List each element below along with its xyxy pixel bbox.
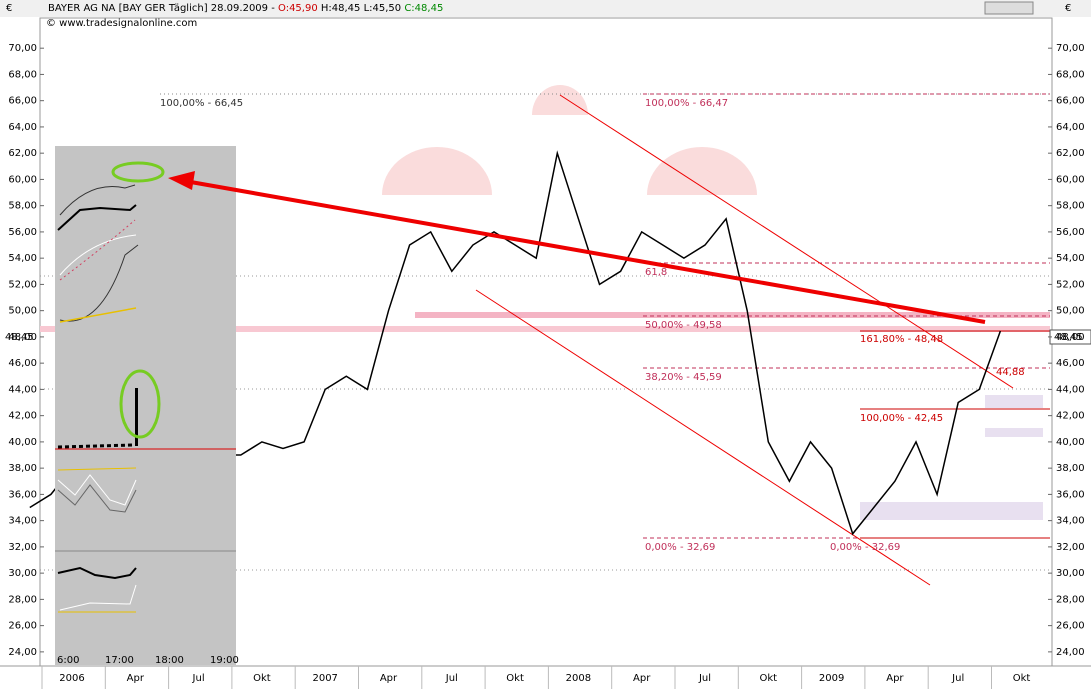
x-tick-label: 2008	[566, 673, 591, 684]
y-tick-label-right: 62,00	[1056, 148, 1085, 159]
y-tick-label-right: 70,00	[1056, 43, 1085, 54]
y-tick-label: 44,00	[8, 384, 37, 395]
y-tick-label-right: 44,00	[1056, 384, 1085, 395]
y-tick-label-right: 54,00	[1056, 253, 1085, 264]
title-part: C:48,45	[404, 3, 443, 14]
title-part: O:45,90	[278, 3, 318, 14]
annotation: 100,00% - 66,45	[160, 98, 243, 109]
header-bar	[0, 0, 1091, 17]
overlay-time: 6:00	[57, 655, 79, 666]
x-tick-label: Jul	[951, 673, 964, 684]
y-tick-label: 46,00	[8, 358, 37, 369]
y-tick-label-right: 58,00	[1056, 201, 1085, 212]
y-tick-label-right: 24,00	[1056, 647, 1085, 658]
x-tick-label: 2006	[59, 673, 84, 684]
y-tick-label: 30,00	[8, 568, 37, 579]
overlay-time: 17:00	[105, 655, 134, 666]
x-tick-label: Jul	[445, 673, 458, 684]
y-tick-label: 70,00	[8, 43, 37, 54]
title-part: BAYER AG NA [BAY GER Täglich] 28.09.2009…	[48, 3, 278, 14]
y-tick-label: 54,00	[8, 253, 37, 264]
annotation: 50,00% - 49,58	[645, 320, 722, 331]
x-tick-label: Jul	[698, 673, 711, 684]
y-tick-label: 52,00	[8, 279, 37, 290]
y-tick-label: 38,00	[8, 463, 37, 474]
y-tick-label-right: 42,00	[1056, 411, 1085, 422]
window-buttons[interactable]	[984, 1, 1034, 15]
y-tick-label: 24,00	[8, 647, 37, 658]
y-tick-label: 68,00	[8, 69, 37, 80]
x-tick-label: 2007	[312, 673, 337, 684]
annotation: 61,8	[645, 267, 667, 278]
annotation: 100,00% - 66,47	[645, 98, 728, 109]
y-tick-label-right: 26,00	[1056, 621, 1085, 632]
y-tick-label: 50,00	[8, 306, 37, 317]
y-tick-label-right: 46,00	[1056, 358, 1085, 369]
y-tick-label-right: 28,00	[1056, 594, 1085, 605]
y-tick-label: 32,00	[8, 542, 37, 553]
y-tick-label: 40,00	[8, 437, 37, 448]
y-tick-label: 66,00	[8, 96, 37, 107]
annotation: 0,00% - 32,69	[645, 542, 715, 553]
y-tick-label: 28,00	[8, 594, 37, 605]
currency: €	[6, 3, 12, 14]
annotation: 161,80% - 48,48	[860, 334, 943, 345]
x-tick-label: Jul	[192, 673, 205, 684]
y-tick-label: 48,00	[8, 332, 37, 343]
y-tick-label-right: 30,00	[1056, 568, 1085, 579]
y-tick-label: 26,00	[8, 621, 37, 632]
chart-title: BAYER AG NA [BAY GER Täglich] 28.09.2009…	[48, 3, 443, 14]
overlay-time: 18:00	[155, 655, 184, 666]
currency-right: €	[1065, 3, 1071, 14]
y-tick-label-right: 64,00	[1056, 122, 1085, 133]
x-tick-label: Okt	[506, 673, 524, 684]
annotation: 44,88	[996, 367, 1025, 378]
y-tick-label: 62,00	[8, 148, 37, 159]
y-tick-label: 42,00	[8, 411, 37, 422]
y-tick-label: 58,00	[8, 201, 37, 212]
title-part: H:48,45 L:45,50	[318, 3, 405, 14]
x-tick-label: Apr	[886, 673, 904, 684]
x-tick-label: Apr	[127, 673, 145, 684]
x-tick-label: Okt	[760, 673, 778, 684]
indicator-overlay	[55, 146, 236, 665]
x-tick-label: Apr	[380, 673, 398, 684]
y-tick-label-right: 40,00	[1056, 437, 1085, 448]
y-tick-label-right: 60,00	[1056, 174, 1085, 185]
x-tick-label: Okt	[1013, 673, 1031, 684]
y-tick-label-right: 56,00	[1056, 227, 1085, 238]
y-tick-label: 60,00	[8, 174, 37, 185]
y-tick-label: 34,00	[8, 516, 37, 527]
y-tick-label: 56,00	[8, 227, 37, 238]
x-tick-label: 2009	[819, 673, 844, 684]
annotation: 38,20% - 45,59	[645, 372, 722, 383]
x-tick-label: Apr	[633, 673, 651, 684]
y-tick-label-right: 68,00	[1056, 69, 1085, 80]
x-tick-label: Okt	[253, 673, 271, 684]
y-tick-label-right: 52,00	[1056, 279, 1085, 290]
last-price-label-left: 48,45	[5, 332, 34, 343]
copyright: © www.tradesignalonline.com	[46, 18, 197, 29]
last-price-label: 48,45	[1054, 332, 1083, 343]
y-tick-label-right: 66,00	[1056, 96, 1085, 107]
y-tick-label: 64,00	[8, 122, 37, 133]
overlay-time: 19:00	[210, 655, 239, 666]
y-tick-label-right: 34,00	[1056, 516, 1085, 527]
y-tick-label-right: 36,00	[1056, 489, 1085, 500]
red-arrow	[168, 171, 986, 324]
y-tick-label-right: 50,00	[1056, 306, 1085, 317]
y-tick-label: 36,00	[8, 489, 37, 500]
annotation: 0,00% - 32,69	[830, 542, 900, 553]
y-tick-label-right: 32,00	[1056, 542, 1085, 553]
y-tick-label-right: 38,00	[1056, 463, 1085, 474]
annotation: 100,00% - 42,45	[860, 413, 943, 424]
y-tick-label-right: 48,00	[1056, 332, 1085, 343]
